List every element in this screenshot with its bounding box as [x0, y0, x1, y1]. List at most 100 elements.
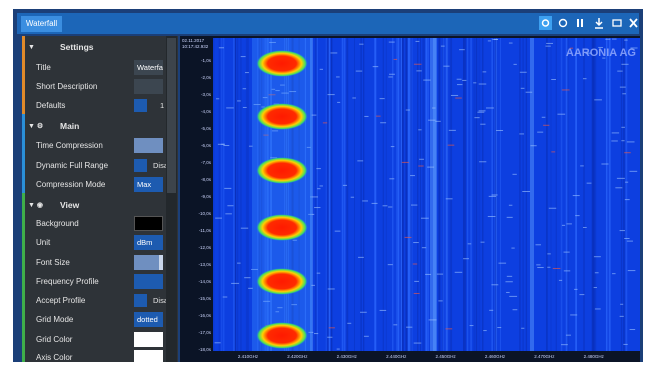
signal-streak — [470, 38, 472, 351]
noise-dash — [519, 71, 527, 73]
text-input[interactable] — [134, 79, 163, 94]
y-axis-label: -18,0s — [198, 347, 211, 352]
signal-streak — [625, 38, 628, 351]
section-header[interactable]: ▼ ⚙ Main — [22, 117, 168, 136]
signal-streak — [473, 38, 475, 351]
noise-dash — [419, 158, 424, 160]
signal-streak — [479, 38, 481, 351]
checkbox[interactable] — [134, 294, 147, 307]
signal-streak — [314, 38, 317, 351]
signal-streak — [258, 38, 261, 351]
signal-streak — [407, 38, 410, 351]
noise-dash — [405, 109, 410, 111]
noise-dash — [619, 315, 624, 317]
noise-dash — [216, 98, 220, 100]
color-picker[interactable] — [134, 350, 163, 362]
button[interactable] — [134, 99, 147, 112]
signal-burst — [256, 214, 308, 241]
noise-dash — [563, 270, 571, 272]
noise-dash — [463, 258, 470, 260]
noise-dash — [413, 292, 420, 294]
section-header[interactable]: ▼ Settings — [22, 38, 168, 57]
text-input[interactable]: Waterfa — [134, 60, 163, 75]
setting-row: Short Description — [22, 77, 168, 96]
x-axis-label: 2.480GHz — [584, 354, 605, 359]
noise-dash — [627, 270, 636, 272]
y-axis-label: -1,0s — [201, 58, 212, 63]
noise-dash — [547, 266, 551, 268]
noise-dash — [505, 281, 513, 283]
noise-dash — [240, 56, 246, 58]
section-stripe — [22, 114, 25, 193]
noise-dash — [275, 90, 280, 92]
signal-streak — [328, 38, 331, 351]
signal-streak — [405, 38, 408, 351]
setting-row: Axis Color — [22, 348, 168, 362]
color-picker[interactable] — [134, 216, 163, 231]
signal-streak — [442, 38, 445, 351]
noise-dash — [569, 47, 574, 49]
signal-burst — [256, 268, 308, 295]
noise-dash — [513, 63, 517, 65]
y-axis-label: -3,0s — [201, 92, 212, 97]
signal-band — [430, 38, 436, 351]
row-value: 1 — [160, 101, 165, 110]
noise-dash — [214, 342, 221, 344]
noise-dash — [496, 130, 504, 132]
button[interactable] — [134, 274, 163, 289]
section-title: View — [60, 200, 80, 210]
slider[interactable] — [134, 255, 163, 270]
signal-streak — [331, 38, 333, 351]
noise-dash — [487, 40, 491, 42]
noise-dash — [586, 182, 592, 184]
noise-dash — [418, 129, 422, 131]
dropdown[interactable]: dotted — [134, 312, 163, 327]
signal-streak — [247, 38, 249, 351]
signal-streak — [550, 38, 552, 351]
noise-dash — [310, 196, 319, 198]
noise-dash — [410, 175, 415, 177]
signal-burst — [256, 322, 308, 349]
noise-dash — [543, 124, 550, 126]
noise-dash — [456, 84, 463, 86]
noise-dash — [574, 288, 578, 290]
signal-streak — [382, 38, 384, 351]
noise-dash — [248, 145, 253, 147]
scrollbar[interactable] — [166, 36, 177, 362]
noise-dash — [306, 146, 311, 148]
y-axis-label: -8,0s — [201, 177, 212, 182]
slider[interactable] — [134, 138, 163, 153]
noise-dash — [619, 230, 625, 232]
signal-band — [433, 38, 437, 351]
signal-streak — [223, 38, 225, 351]
noise-dash — [371, 202, 378, 204]
signal-streak — [316, 38, 319, 351]
noise-dash — [387, 264, 393, 266]
noise-dash — [237, 100, 241, 102]
signal-streak — [423, 38, 425, 351]
dropdown[interactable]: dBm — [134, 235, 163, 250]
y-axis-label: -10,0s — [198, 211, 211, 216]
signal-streak — [475, 38, 477, 351]
noise-dash — [548, 207, 557, 209]
signal-streak — [304, 38, 307, 351]
noise-dash — [240, 227, 249, 229]
section-header[interactable]: ▼ ◉ View — [22, 196, 168, 215]
noise-dash — [311, 284, 315, 286]
noise-dash — [491, 284, 499, 286]
row-label: Dynamic Full Range — [36, 161, 109, 170]
dropdown[interactable]: Max — [134, 177, 163, 192]
noise-dash — [311, 114, 317, 116]
scrollbar-thumb[interactable] — [167, 38, 176, 193]
noise-dash — [447, 144, 455, 146]
noise-dash — [418, 165, 424, 167]
tab[interactable]: Waterfall — [21, 16, 62, 32]
checkbox[interactable] — [134, 159, 147, 172]
color-picker[interactable] — [134, 332, 163, 347]
noise-dash — [619, 86, 626, 88]
signal-streak — [546, 38, 548, 351]
noise-dash — [438, 300, 443, 302]
noise-dash — [245, 72, 249, 74]
row-label: Title — [36, 63, 51, 72]
x-axis-label: 2.440GHz — [386, 354, 407, 359]
